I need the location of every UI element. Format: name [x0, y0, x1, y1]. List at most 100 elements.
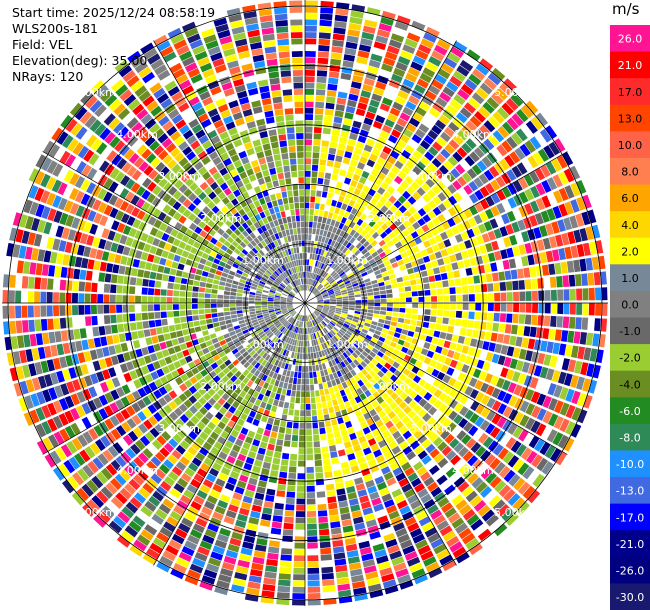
velocity-gate	[437, 338, 445, 347]
velocity-gate	[276, 374, 282, 381]
velocity-gate	[370, 324, 377, 330]
velocity-gate	[17, 335, 25, 349]
velocity-gate	[149, 542, 163, 554]
velocity-gate	[479, 82, 493, 95]
velocity-gate	[456, 112, 468, 124]
velocity-gate	[329, 293, 335, 297]
velocity-gate	[83, 351, 92, 362]
velocity-gate	[291, 311, 297, 316]
velocity-gate	[82, 464, 95, 478]
velocity-gate	[399, 382, 408, 391]
velocity-gate	[305, 32, 317, 39]
velocity-gate	[349, 432, 357, 441]
velocity-gate	[266, 488, 276, 496]
velocity-gate	[40, 173, 51, 188]
velocity-gate	[313, 266, 317, 273]
velocity-gate	[300, 221, 305, 228]
velocity-gate	[506, 346, 515, 357]
velocity-gate	[553, 190, 563, 204]
velocity-gate	[505, 437, 517, 450]
velocity-gate	[244, 436, 253, 444]
velocity-gate	[66, 267, 74, 279]
velocity-gate	[422, 204, 432, 213]
velocity-gate	[293, 88, 303, 95]
velocity-gate	[358, 96, 370, 105]
velocity-gate	[280, 420, 287, 428]
velocity-gate	[350, 568, 363, 577]
velocity-gate	[166, 125, 178, 137]
velocity-gate	[506, 210, 516, 222]
velocity-gate	[212, 196, 221, 205]
velocity-gate	[259, 197, 266, 205]
velocity-gate	[389, 273, 396, 280]
velocity-gate	[333, 385, 339, 393]
velocity-gate	[217, 228, 225, 236]
velocity-gate	[363, 357, 371, 365]
velocity-gate	[158, 386, 168, 396]
velocity-gate	[509, 234, 518, 246]
velocity-gate	[114, 60, 129, 73]
velocity-gate	[344, 151, 353, 159]
velocity-gate	[323, 282, 329, 287]
velocity-gate	[410, 61, 423, 72]
velocity-gate	[135, 295, 141, 303]
velocity-gate	[343, 359, 350, 366]
velocity-gate	[293, 288, 298, 294]
velocity-gate	[248, 35, 262, 44]
velocity-gate	[325, 341, 330, 348]
velocity-gate	[297, 227, 301, 234]
velocity-gate	[482, 436, 494, 448]
velocity-gate	[512, 371, 521, 383]
velocity-gate	[147, 345, 155, 354]
velocity-gate	[143, 355, 152, 364]
velocity-gate	[87, 338, 96, 349]
velocity-gate	[446, 349, 455, 358]
velocity-gate	[170, 228, 179, 238]
velocity-gate	[144, 500, 157, 512]
velocity-gate	[277, 314, 284, 319]
velocity-gate	[444, 484, 456, 496]
velocity-gate	[414, 251, 422, 259]
velocity-gate	[491, 67, 506, 81]
velocity-gate	[202, 68, 215, 79]
velocity-gate	[130, 56, 145, 69]
velocity-gate	[319, 314, 325, 319]
velocity-gate	[399, 334, 407, 341]
velocity-gate	[326, 490, 336, 497]
velocity-gate	[176, 500, 189, 511]
velocity-gate	[378, 239, 386, 247]
velocity-gate	[234, 387, 242, 395]
velocity-gate	[235, 565, 249, 575]
velocity-gate	[283, 165, 290, 173]
velocity-gate	[220, 109, 231, 119]
velocity-gate	[491, 413, 502, 425]
velocity-gate	[221, 82, 233, 91]
velocity-gate	[340, 512, 351, 521]
velocity-gate	[219, 261, 226, 268]
velocity-gate	[467, 347, 476, 356]
velocity-gate	[364, 513, 376, 522]
velocity-gate	[249, 232, 257, 240]
velocity-gate	[552, 205, 562, 219]
velocity-gate	[308, 353, 311, 360]
velocity-gate	[365, 319, 372, 324]
velocity-gate	[300, 208, 305, 215]
velocity-gate	[534, 167, 546, 181]
velocity-gate	[254, 399, 262, 407]
velocity-gate	[563, 373, 573, 387]
velocity-gate	[354, 259, 361, 266]
velocity-gate	[465, 438, 477, 449]
velocity-gate	[442, 109, 454, 121]
velocity-gate	[171, 163, 182, 174]
velocity-gate	[52, 238, 61, 251]
velocity-gate	[262, 33, 275, 42]
velocity-gate	[491, 240, 500, 251]
velocity-gate	[433, 267, 441, 275]
velocity-gate	[206, 210, 215, 219]
velocity-gate	[388, 425, 398, 435]
velocity-gate	[344, 112, 354, 120]
velocity-gate	[46, 160, 58, 174]
velocity-gate	[571, 407, 582, 421]
velocity-gate	[485, 242, 493, 253]
velocity-gate	[404, 488, 416, 499]
